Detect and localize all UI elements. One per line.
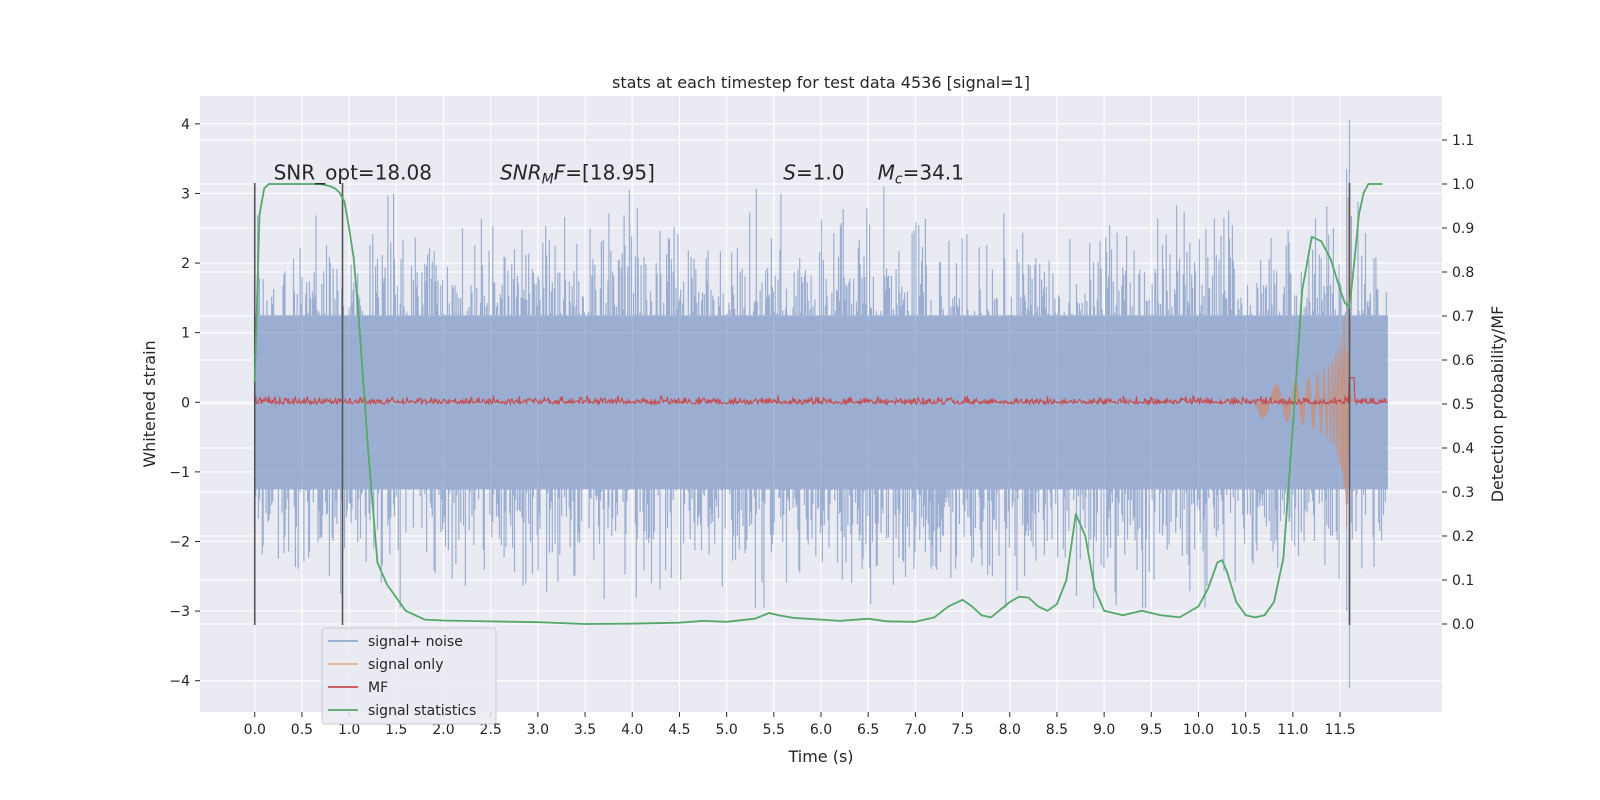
x-tick-label: 6.0 (810, 722, 832, 738)
x-tick-label: 11.0 (1277, 722, 1308, 738)
x-tick-label: 2.5 (480, 722, 502, 738)
x-tick-label: 10.0 (1183, 722, 1214, 738)
y-tick-label: 0 (181, 395, 190, 411)
x-tick-label: 11.5 (1324, 722, 1355, 738)
axes: 0.0 0.5 1.0 1.5 2.0 2.5 3.0 3.5 4.0 4.5 5.0 5.5 6.0 6… (169, 117, 1474, 738)
legend-label: signal+ noise (368, 634, 463, 650)
y-right-tick-label: 0.9 (1452, 221, 1474, 237)
x-tick-label: 5.0 (715, 722, 737, 738)
annotation-text: SNR_opt=18.08 (274, 161, 432, 185)
annotation-text: Mc=34.1 (878, 161, 964, 188)
x-tick-label: 9.5 (1140, 722, 1162, 738)
legend-label: signal statistics (368, 703, 476, 719)
annotations: SNR_opt=18.08 SNRMF=[18.95] S=1.0 Mc=34.1 (274, 161, 964, 188)
x-tick-label: 4.0 (621, 722, 643, 738)
signal-statistics-series (253, 183, 1383, 625)
y-right-tick-label: 0.1 (1452, 573, 1474, 589)
x-tick-label: 1.5 (385, 722, 407, 738)
y-right-tick-label: 1.0 (1452, 177, 1474, 193)
y-right-tick-label: 0.6 (1452, 353, 1474, 369)
x-tick-label: 2.0 (432, 722, 454, 738)
x-tick-label: 3.5 (574, 722, 596, 738)
x-tick-label: 5.5 (763, 722, 785, 738)
x-tick-label: 3.0 (527, 722, 549, 738)
legend: signal+ noise signal only MF signal statist… (321, 627, 497, 725)
y-right-tick-label: 1.1 (1452, 133, 1474, 149)
series-layer (253, 120, 1388, 688)
x-tick-label: 7.5 (951, 722, 973, 738)
y-tick-label: −1 (169, 465, 190, 481)
mf-series (254, 377, 1388, 407)
chart-title: stats at each timestep for test data 453… (612, 73, 1030, 92)
x-tick-label: 8.5 (1046, 722, 1068, 738)
x-tick-label: 8.0 (999, 722, 1021, 738)
x-tick-label: 0.0 (244, 722, 266, 738)
y-axis-right-label: Detection probability/MF (1488, 306, 1507, 503)
y-right-tick-label: 0.5 (1452, 397, 1474, 413)
y-tick-label: 4 (181, 117, 190, 133)
x-tick-label: 4.5 (668, 722, 690, 738)
x-tick-label: 7.0 (904, 722, 926, 738)
x-tick-label: 10.5 (1230, 722, 1261, 738)
y-tick-label: 1 (181, 326, 190, 342)
legend-box (321, 627, 497, 725)
annotation-text: SNRMF=[18.95] (500, 161, 655, 188)
y-tick-label: 3 (181, 186, 190, 202)
x-tick-label: 9.0 (1093, 722, 1115, 738)
y-axis-label: Whitened strain (140, 340, 159, 467)
y-right-tick-label: 0.7 (1452, 309, 1474, 325)
y-tick-label: −2 (169, 534, 190, 550)
y-tick-label: −4 (169, 674, 190, 690)
y-right-tick-label: 0.0 (1452, 617, 1474, 633)
y-right-tick-label: 0.2 (1452, 529, 1474, 545)
y-right-tick-label: 0.3 (1452, 485, 1474, 501)
legend-label: signal only (368, 657, 443, 673)
x-axis-label: Time (s) (787, 747, 853, 766)
y-tick-label: −3 (169, 604, 190, 620)
legend-label: MF (368, 680, 388, 696)
x-tick-label: 6.5 (857, 722, 879, 738)
y-right-tick-label: 0.4 (1452, 441, 1474, 457)
x-tick-label: 1.0 (338, 722, 360, 738)
y-tick-label: 2 (181, 256, 190, 272)
x-tick-label: 0.5 (291, 722, 313, 738)
annotation-text: S=1.0 (783, 161, 844, 185)
y-right-tick-label: 0.8 (1452, 265, 1474, 281)
